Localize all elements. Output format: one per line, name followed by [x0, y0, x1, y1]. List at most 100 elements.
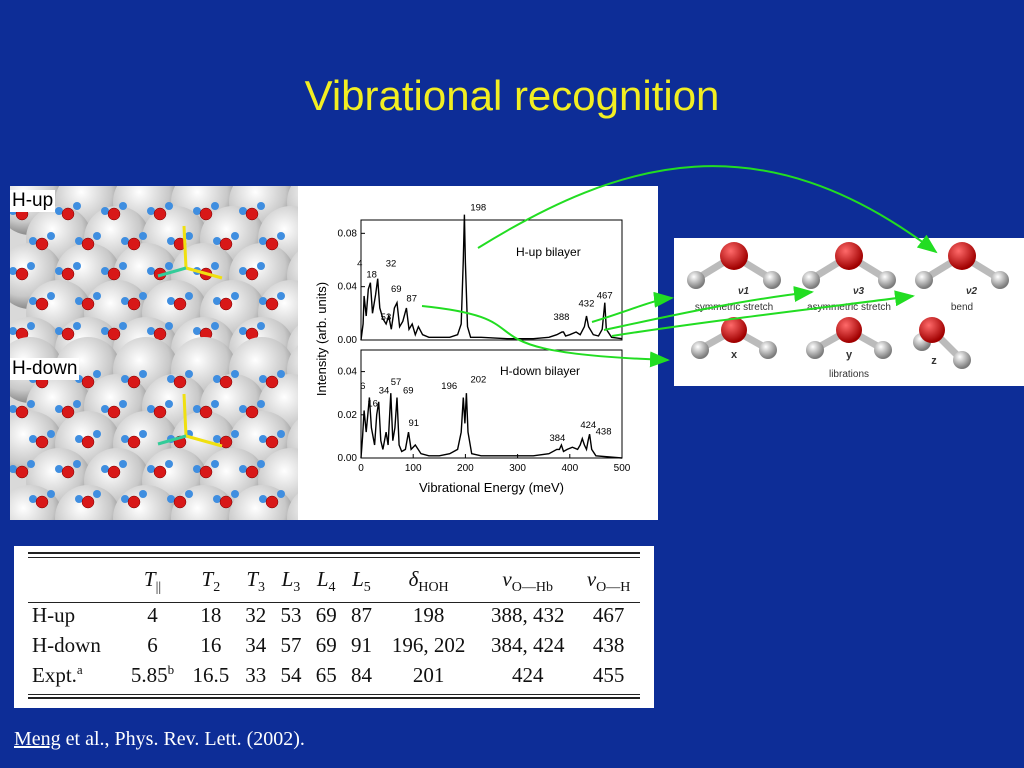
header-symbol: ν	[586, 567, 597, 592]
peak-label: 34	[379, 386, 390, 397]
hydrogen-atom	[75, 435, 83, 443]
footnote-marker: a	[76, 662, 83, 677]
oxygen-atom	[153, 207, 167, 221]
libration-axis-label: y	[846, 349, 853, 361]
table-cell: 455	[592, 662, 625, 687]
hydrogen-atom	[73, 262, 81, 270]
hydrogen-atom	[119, 322, 127, 330]
hydrogen-atom	[806, 341, 824, 359]
peak-label: 6	[360, 381, 365, 392]
hydrogen-atom	[259, 495, 267, 503]
hydrogen-atom	[121, 297, 129, 305]
oxygen-atom	[15, 465, 29, 479]
hydrogen-atom	[27, 400, 35, 408]
table-header-6: δHOH	[379, 564, 478, 600]
peak-label: 53	[381, 312, 392, 323]
hydrogen-atom	[165, 400, 173, 408]
header-symbol: T	[143, 567, 156, 592]
y-tick-label: 0.04	[338, 282, 358, 293]
oxygen-atom	[245, 465, 259, 479]
h-down-label: H-down	[10, 358, 80, 380]
hydrogen-atom	[213, 237, 221, 245]
table-cell: 424	[511, 662, 544, 687]
hydrogen-atom	[75, 237, 83, 245]
hydrogen-atom	[27, 322, 35, 330]
oxygen-atom	[199, 207, 213, 221]
hydrogen-atom	[167, 297, 175, 305]
header-subscript: 2	[213, 580, 221, 596]
table-cell: 4	[147, 602, 158, 627]
table-body: H-up 4 18 32 53 69 87 198 388, 432 467 H-down 6 16 34…	[28, 600, 640, 690]
peak-label: 69	[391, 284, 402, 295]
peak-label: 388	[554, 312, 570, 323]
hydrogen-atom	[277, 370, 285, 378]
oxygen-atom	[219, 495, 233, 509]
oxygen-atom	[153, 405, 167, 419]
oxygen-atom	[61, 327, 75, 341]
hydrogen-atom	[257, 202, 265, 210]
oxygen-atom	[173, 375, 187, 389]
hydrogen-atom	[239, 327, 247, 335]
hydrogen-atom	[874, 341, 892, 359]
hydrogen-atom	[239, 405, 247, 413]
hydrogen-atom	[93, 370, 101, 378]
oxygen-atom	[835, 242, 863, 270]
hydrogen-atom	[119, 262, 127, 270]
oxygen-atom	[61, 267, 75, 281]
oxygen-atom	[107, 405, 121, 419]
table-cell: 6	[147, 632, 158, 657]
citation-text: et al., Phys. Rev. Lett. (2002).	[60, 728, 305, 750]
series-line	[360, 214, 623, 341]
oxygen-atom	[81, 435, 95, 449]
header-symbol: L	[281, 567, 294, 592]
hydrogen-atom	[193, 465, 201, 473]
oxygen-atom	[219, 297, 233, 311]
oxygen-atom	[219, 237, 233, 251]
oxygen-atom	[265, 375, 279, 389]
vibration-energy-table: T|| T2 T3 L3 L4 L5 δHOH νO—Hb νO—H H-up 4 18 32 53 69…	[28, 564, 640, 690]
hydrogen-atom	[231, 370, 239, 378]
header-symbol: T	[246, 567, 259, 592]
table-cell: 69	[315, 602, 337, 627]
hydrogen-atom	[119, 460, 127, 468]
table-cell: 438	[592, 632, 625, 657]
table-header-1: T2	[184, 564, 238, 600]
hydrogen-atom	[165, 202, 173, 210]
x-tick-label: 500	[614, 463, 631, 474]
hydrogen-atom	[193, 405, 201, 413]
hydrogen-atom	[139, 292, 147, 300]
hydrogen-atom	[213, 435, 221, 443]
oxygen-atom	[173, 495, 187, 509]
hydrogen-atom	[165, 460, 173, 468]
hydrogen-atom	[121, 495, 129, 503]
hydrogen-atom	[211, 460, 219, 468]
x-tick-label: 400	[561, 463, 578, 474]
hydrogen-atom	[257, 400, 265, 408]
x-tick-label: 100	[405, 463, 422, 474]
hydrogen-atom	[277, 430, 285, 438]
oxygen-atom	[245, 405, 259, 419]
hydrogen-atom	[193, 207, 201, 215]
hydrogen-atom	[991, 271, 1009, 289]
oxygen-atom	[61, 207, 75, 221]
header-symbol: T	[201, 567, 214, 592]
hydrogen-atom	[55, 207, 63, 215]
y-tick-label: 0.00	[338, 335, 358, 346]
table-cell: 388, 432	[490, 602, 565, 627]
table-row: H-up 4 18 32 53 69 87 198 388, 432 467	[28, 600, 640, 630]
hydrogen-atom	[213, 495, 221, 503]
table-cell: 16	[200, 632, 222, 657]
hydrogen-atom	[231, 490, 239, 498]
header-subscript: O—Hb	[511, 580, 553, 596]
substrate-atom	[113, 485, 179, 520]
table-header-0: T||	[121, 564, 183, 600]
hydrogen-atom	[139, 430, 147, 438]
citation-author-link[interactable]: Meng	[14, 728, 61, 750]
hydrogen-atom	[878, 271, 896, 289]
hydrogen-atom	[101, 405, 109, 413]
hydrogen-atom	[211, 202, 219, 210]
hydrogen-atom	[211, 262, 219, 270]
oxygen-atom	[127, 237, 141, 251]
x-tick-label: 200	[457, 463, 474, 474]
oxygen-atom	[127, 435, 141, 449]
